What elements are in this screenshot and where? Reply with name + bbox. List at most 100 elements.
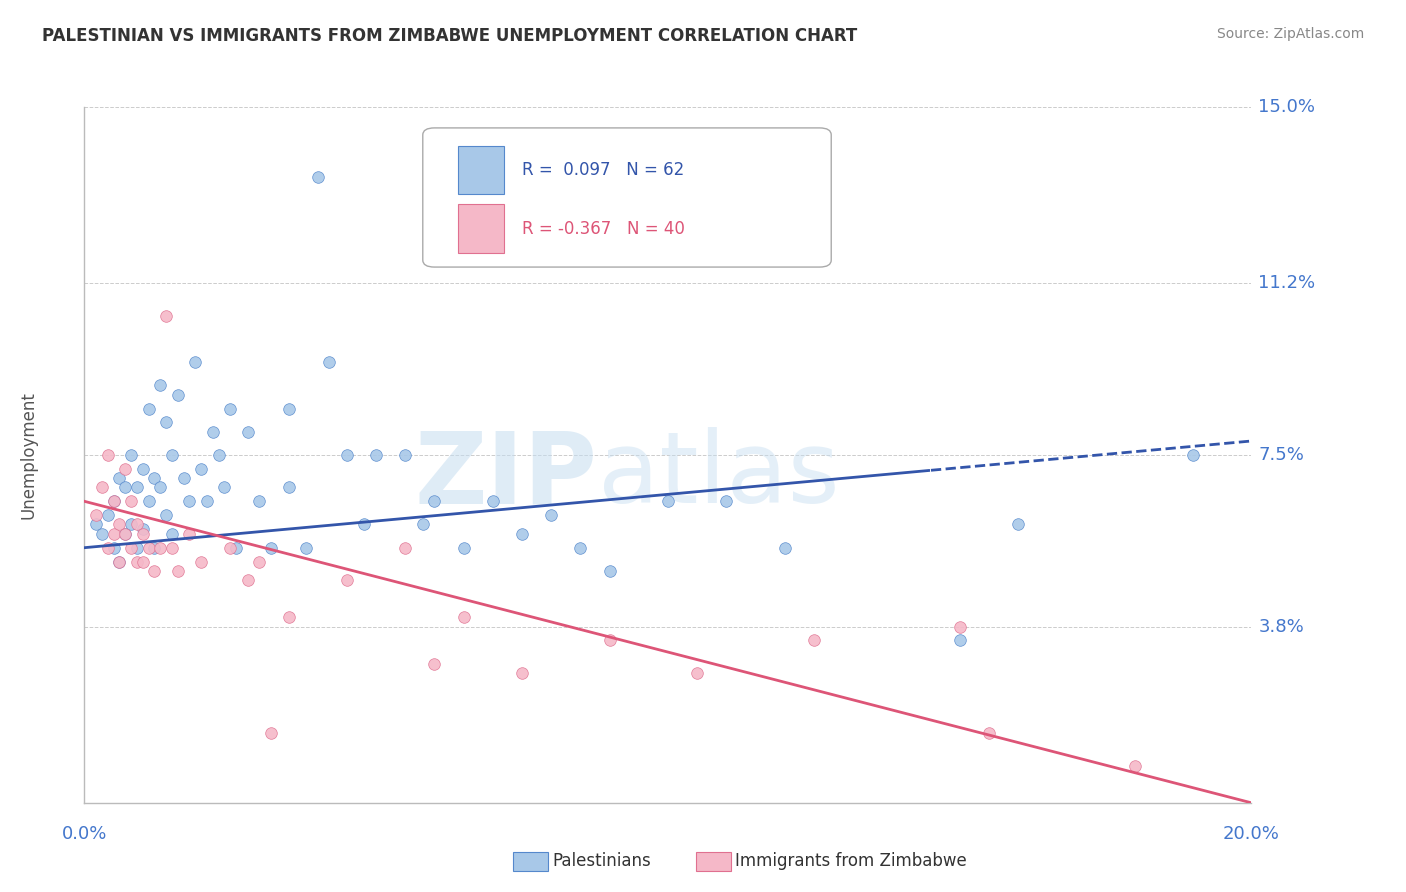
Point <box>132 522 155 536</box>
Point <box>295 541 318 555</box>
Point <box>90 526 112 541</box>
Point <box>103 526 125 541</box>
Point <box>318 355 340 369</box>
Point <box>120 448 142 462</box>
Point <box>225 541 247 555</box>
Text: 20.0%: 20.0% <box>1223 825 1279 843</box>
Point <box>166 387 188 401</box>
Point <box>166 564 188 578</box>
Point <box>773 541 796 555</box>
Point <box>114 480 136 494</box>
Point <box>540 508 562 523</box>
Point <box>103 541 125 555</box>
Point <box>803 633 825 648</box>
Point <box>143 471 166 485</box>
Point <box>260 541 283 555</box>
Point <box>114 462 136 476</box>
Text: R = -0.367   N = 40: R = -0.367 N = 40 <box>522 219 685 238</box>
Point <box>207 448 229 462</box>
Point <box>366 448 388 462</box>
Point <box>138 541 160 555</box>
Text: Unemployment: Unemployment <box>20 391 37 519</box>
Point <box>353 517 375 532</box>
Point <box>173 471 195 485</box>
Point <box>481 494 505 508</box>
Point <box>236 573 259 587</box>
Point <box>453 541 475 555</box>
Point <box>657 494 679 508</box>
Point <box>195 494 218 508</box>
Text: 7.5%: 7.5% <box>1258 446 1305 464</box>
Point <box>149 480 172 494</box>
Point <box>569 541 592 555</box>
Point <box>108 471 131 485</box>
Point <box>84 508 107 523</box>
Point <box>160 541 183 555</box>
Point <box>336 448 359 462</box>
Point <box>132 462 155 476</box>
Point <box>201 425 224 439</box>
Point <box>132 555 155 569</box>
Point <box>125 480 148 494</box>
Point <box>125 555 148 569</box>
Point <box>412 517 434 532</box>
Text: 3.8%: 3.8% <box>1258 617 1305 635</box>
Point <box>160 448 183 462</box>
Point <box>114 526 136 541</box>
Point <box>1181 448 1204 462</box>
Point <box>977 726 1000 740</box>
Point <box>599 564 621 578</box>
Point <box>103 494 125 508</box>
Text: R =  0.097   N = 62: R = 0.097 N = 62 <box>522 161 685 179</box>
Text: 11.2%: 11.2% <box>1258 275 1316 293</box>
Point <box>125 517 148 532</box>
Point <box>160 526 183 541</box>
Text: ZIP: ZIP <box>415 427 598 524</box>
Point <box>277 480 299 494</box>
Point <box>260 726 283 740</box>
Point <box>219 541 242 555</box>
Point <box>120 541 142 555</box>
Text: Immigrants from Zimbabwe: Immigrants from Zimbabwe <box>735 852 967 870</box>
Point <box>108 555 131 569</box>
Point <box>1007 517 1029 532</box>
Point <box>120 517 142 532</box>
Point <box>108 517 131 532</box>
Point <box>236 425 259 439</box>
Point <box>97 508 120 523</box>
Point <box>179 526 201 541</box>
Point <box>1123 758 1146 772</box>
Point <box>307 169 329 184</box>
Point <box>949 633 972 648</box>
Point <box>190 462 212 476</box>
Point <box>510 665 533 680</box>
Point <box>155 416 177 430</box>
Text: 0.0%: 0.0% <box>62 825 107 843</box>
Point <box>716 494 738 508</box>
FancyBboxPatch shape <box>458 204 505 253</box>
Point <box>138 401 160 416</box>
FancyBboxPatch shape <box>458 145 505 194</box>
Point <box>394 448 416 462</box>
Point <box>120 494 142 508</box>
Point <box>249 494 271 508</box>
Point <box>97 448 120 462</box>
Point <box>336 573 359 587</box>
Point <box>114 526 136 541</box>
Text: Source: ZipAtlas.com: Source: ZipAtlas.com <box>1216 27 1364 41</box>
Point <box>149 378 172 392</box>
FancyBboxPatch shape <box>423 128 831 267</box>
Text: atlas: atlas <box>598 427 839 524</box>
Point <box>219 401 242 416</box>
Point <box>214 480 236 494</box>
Point <box>277 401 299 416</box>
Text: Palestinians: Palestinians <box>553 852 651 870</box>
Point <box>149 541 172 555</box>
Text: 15.0%: 15.0% <box>1258 98 1316 116</box>
Point <box>949 619 972 633</box>
Point <box>394 541 416 555</box>
Point <box>155 508 177 523</box>
Point <box>423 494 446 508</box>
Point <box>155 309 177 323</box>
Point <box>277 610 299 624</box>
